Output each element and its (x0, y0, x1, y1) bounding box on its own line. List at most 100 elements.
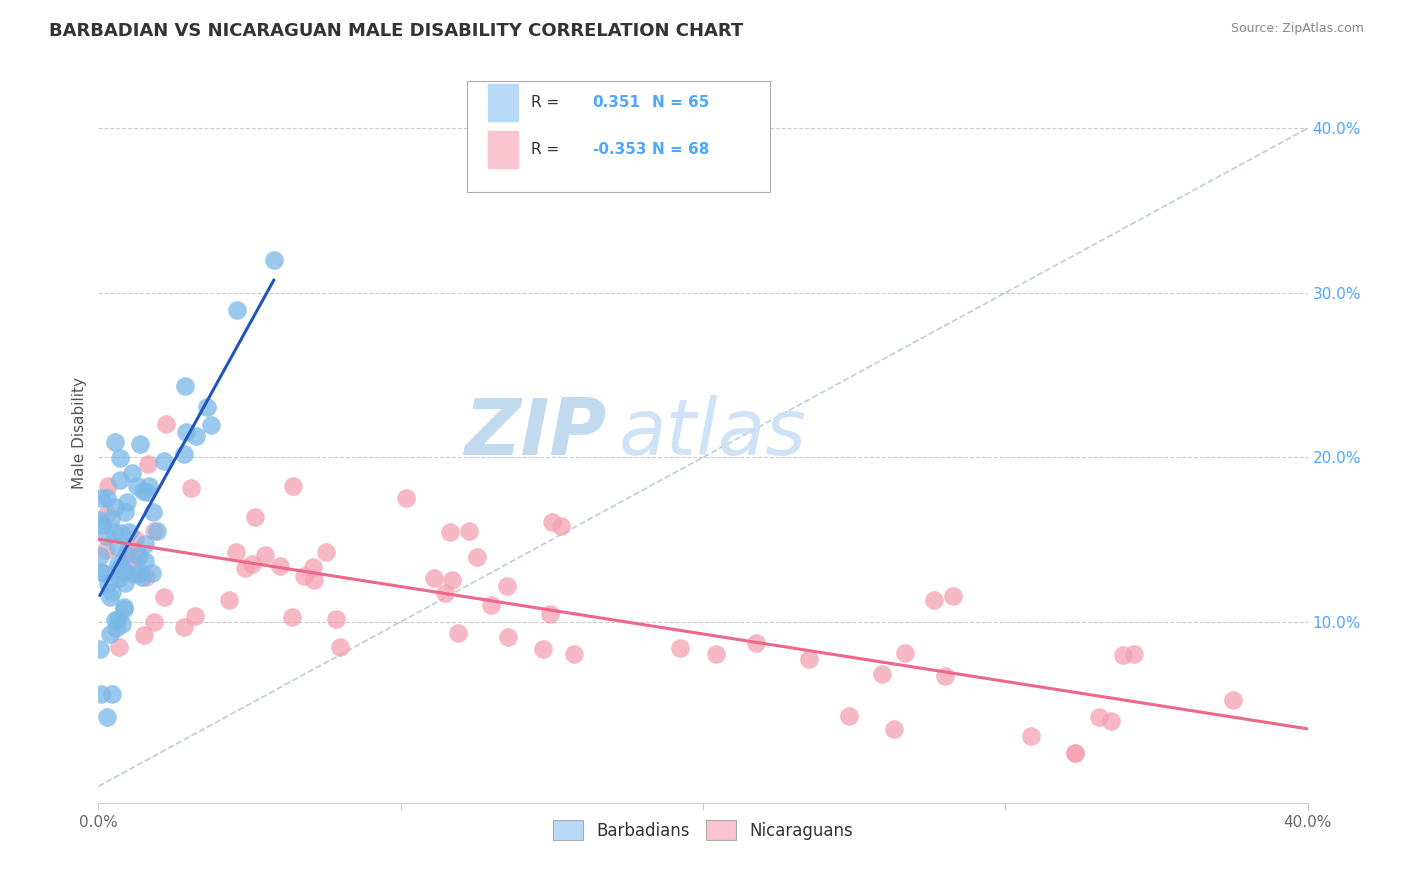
Point (550, 519, 572, 533)
Point (124, 533, 146, 547)
Text: R =: R = (531, 142, 569, 157)
Point (142, 524, 165, 538)
Point (104, 613, 127, 627)
Point (128, 566, 150, 580)
Point (479, 599, 502, 613)
Text: R =: R = (531, 95, 569, 110)
Point (98, 626, 121, 640)
Point (200, 417, 222, 432)
Point (131, 570, 153, 584)
Point (136, 484, 159, 499)
Point (94, 529, 117, 543)
Point (104, 500, 127, 514)
Point (124, 566, 146, 581)
Point (263, 252, 285, 267)
Point (142, 615, 165, 629)
Text: 0.351: 0.351 (592, 95, 640, 110)
Text: Source: ZipAtlas.com: Source: ZipAtlas.com (1230, 22, 1364, 36)
Point (173, 447, 195, 461)
Point (98, 590, 121, 604)
Point (127, 479, 149, 493)
Point (111, 617, 134, 632)
Point (134, 537, 156, 551)
Point (115, 547, 138, 561)
Point (173, 620, 195, 634)
Point (540, 515, 562, 529)
Point (90, 491, 112, 506)
Point (440, 573, 463, 587)
Point (180, 481, 202, 495)
Text: -0.353: -0.353 (592, 142, 647, 157)
Point (153, 454, 176, 468)
Point (104, 434, 127, 449)
Point (1222, 693, 1244, 707)
Point (107, 540, 129, 554)
Point (110, 558, 132, 573)
Point (1064, 747, 1087, 761)
Point (117, 494, 139, 508)
Point (114, 564, 136, 578)
Bar (488, 130, 517, 168)
Point (872, 667, 894, 681)
Point (894, 646, 917, 660)
Point (225, 544, 247, 558)
Point (101, 584, 124, 599)
Point (97, 479, 120, 493)
Point (465, 550, 488, 565)
Point (108, 563, 131, 577)
Y-axis label: Male Disability: Male Disability (72, 376, 87, 489)
Point (174, 425, 197, 439)
Point (562, 648, 585, 662)
Point (704, 647, 727, 661)
Point (114, 505, 136, 519)
Point (183, 608, 205, 623)
Point (132, 627, 155, 641)
Point (110, 526, 132, 541)
Point (1088, 710, 1111, 724)
Point (174, 378, 197, 392)
Legend: Barbadians, Nicaraguans: Barbadians, Nicaraguans (546, 814, 860, 847)
Bar (488, 84, 517, 121)
Point (107, 558, 129, 572)
Point (138, 457, 160, 471)
Point (107, 640, 129, 655)
Point (101, 687, 124, 701)
Point (302, 560, 325, 574)
Point (838, 708, 860, 723)
Text: N = 68: N = 68 (652, 142, 710, 157)
Point (496, 630, 519, 644)
Point (96, 507, 118, 521)
Point (146, 524, 169, 539)
Point (90, 517, 112, 532)
Point (120, 553, 142, 567)
Point (114, 575, 136, 590)
Point (439, 525, 461, 540)
Point (745, 636, 768, 650)
Point (240, 558, 263, 572)
Point (93, 566, 115, 580)
Point (533, 642, 555, 657)
Point (107, 571, 129, 585)
Point (184, 429, 207, 443)
Point (434, 586, 457, 600)
Point (218, 592, 240, 607)
Point (110, 451, 132, 466)
Point (423, 571, 446, 585)
Point (153, 590, 176, 604)
Point (883, 722, 905, 736)
Point (329, 640, 352, 654)
Point (110, 473, 132, 487)
Point (1021, 730, 1043, 744)
Point (281, 479, 304, 493)
Point (924, 593, 946, 607)
Point (90, 687, 112, 701)
Point (125, 549, 148, 563)
Point (269, 558, 291, 573)
Point (302, 574, 325, 588)
Point (315, 545, 337, 559)
Point (799, 652, 821, 666)
Point (89, 549, 111, 563)
Point (292, 569, 315, 583)
Point (225, 303, 247, 318)
Point (155, 417, 177, 432)
